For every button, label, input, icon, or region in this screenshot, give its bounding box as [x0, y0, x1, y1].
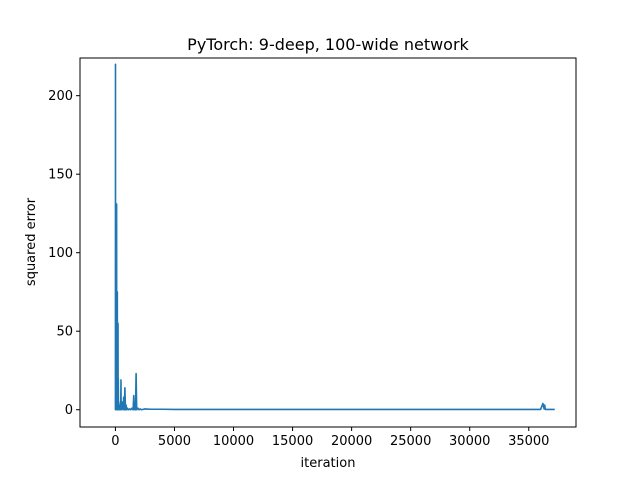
plot-area: [80, 58, 576, 427]
x-tick-label-3: 15000: [272, 434, 313, 449]
series-line-0: [114, 63, 555, 411]
x-tick-label-2: 10000: [213, 434, 254, 449]
y-tick-label-2: 100: [48, 246, 73, 261]
x-tick-label-6: 30000: [449, 434, 490, 449]
plot-frame: [79, 57, 577, 428]
data-layer: [114, 63, 555, 411]
x-axis-label: iteration: [301, 456, 356, 471]
x-tick-label-4: 20000: [331, 434, 372, 449]
x-tick-label-1: 5000: [158, 434, 191, 449]
x-tick-label-7: 35000: [508, 434, 549, 449]
chart-title: PyTorch: 9-deep, 100-wide network: [187, 35, 469, 54]
x-axis: 0 5000 10000 15000 20000 25000 30000 35000: [111, 427, 549, 449]
y-tick-label-4: 200: [48, 89, 73, 104]
y-tick-label-0: 0: [65, 403, 73, 418]
y-axis-label: squared error: [24, 197, 39, 286]
y-tick-label-3: 150: [48, 168, 73, 183]
x-tick-label-5: 25000: [390, 434, 431, 449]
y-tick-label-1: 50: [56, 325, 73, 340]
x-tick-label-0: 0: [111, 434, 119, 449]
y-axis: 0 50 100 150 200: [48, 89, 80, 418]
